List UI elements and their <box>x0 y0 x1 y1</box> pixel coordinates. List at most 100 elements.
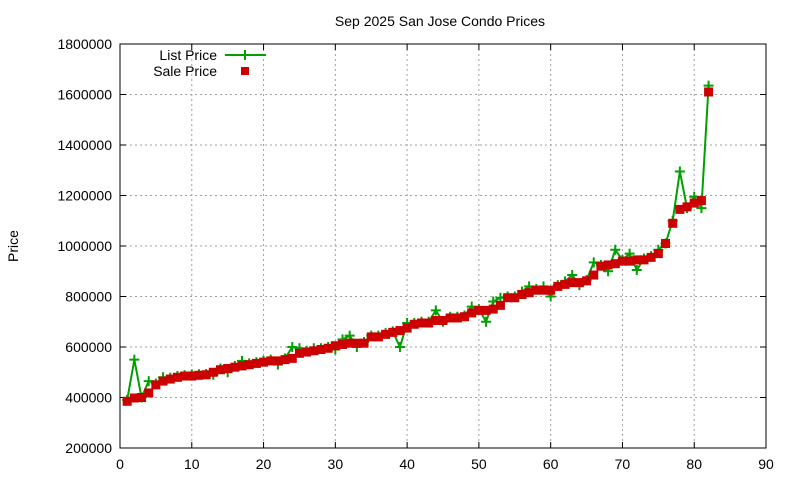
sale-price-point <box>582 276 592 286</box>
sale-price-point <box>165 374 175 384</box>
sale-price-point <box>424 318 434 328</box>
x-tick-label: 0 <box>116 456 124 472</box>
sale-price-point <box>345 338 355 348</box>
sale-price-point <box>402 323 412 333</box>
sale-price-point <box>122 396 132 406</box>
x-tick-label: 80 <box>686 456 702 472</box>
sale-price-point <box>431 315 441 325</box>
y-tick-label: 1200000 <box>57 188 112 204</box>
sale-price-point <box>653 249 663 259</box>
sale-price-point <box>517 289 527 299</box>
sale-price-point <box>632 255 642 265</box>
sale-price-point <box>201 370 211 380</box>
x-tick-label: 50 <box>471 456 487 472</box>
sale-price-point <box>187 371 197 381</box>
sale-price-point <box>460 312 470 322</box>
sale-price-point <box>309 346 319 356</box>
sale-price-point <box>603 260 613 270</box>
sale-price-point <box>208 367 218 377</box>
sale-price-point <box>546 285 556 295</box>
y-tick-label: 1000000 <box>57 238 112 254</box>
list-price-point <box>287 342 298 352</box>
y-tick-label: 400000 <box>65 390 112 406</box>
sale-price-point <box>596 261 606 271</box>
sale-price-point <box>467 308 477 318</box>
sale-price-point <box>273 356 283 366</box>
sale-price-point <box>129 393 139 403</box>
sale-price-point <box>617 256 627 266</box>
y-tick-label: 1600000 <box>57 87 112 103</box>
sale-price-point <box>388 327 398 337</box>
sale-price-point <box>395 326 405 336</box>
sale-price-point <box>244 360 254 370</box>
sale-price-point <box>610 259 620 269</box>
sale-price-point <box>675 204 685 214</box>
legend-sale-marker <box>241 67 249 75</box>
sale-price-point <box>538 285 548 295</box>
list-price-point <box>394 342 405 352</box>
sale-price-point <box>668 218 678 228</box>
sale-price-point <box>625 256 635 266</box>
grid <box>120 44 766 448</box>
sale-price-point <box>661 238 671 248</box>
sale-price-point <box>144 388 154 398</box>
x-tick-label: 90 <box>758 456 774 472</box>
sale-price-point <box>359 338 369 348</box>
list-price-point <box>129 354 140 365</box>
y-tick-label: 200000 <box>65 440 112 456</box>
sale-price-point <box>287 353 297 363</box>
sale-price-point <box>689 198 699 208</box>
sale-price-point <box>151 380 161 390</box>
sale-price-point <box>574 278 584 288</box>
sale-price-point <box>646 252 656 262</box>
sale-price-point <box>553 281 563 291</box>
sale-price-point <box>338 339 348 349</box>
legend-sale-label: Sale Price <box>153 63 217 79</box>
sale-price-point <box>194 370 204 380</box>
sale-price-point <box>445 313 455 323</box>
legend-list-label: List Price <box>159 47 217 63</box>
sale-price-point <box>180 371 190 381</box>
sale-price-point <box>560 279 570 289</box>
sale-price-point <box>302 347 312 357</box>
list-price-point <box>430 305 441 316</box>
sale-price-point <box>294 348 304 358</box>
sale-price-point <box>589 270 599 280</box>
sale-price-point <box>682 202 692 212</box>
sale-price-point <box>567 278 577 288</box>
y-tick-label: 800000 <box>65 289 112 305</box>
sale-price-point <box>495 300 505 310</box>
axis-ticks: 0 10 20 30 40 50 60 70 80 90 200000 400000 600000 800… <box>57 36 774 472</box>
sale-price-point <box>381 329 391 339</box>
sale-price-point <box>237 361 247 371</box>
y-tick-label: 1400000 <box>57 137 112 153</box>
sale-price-point <box>366 332 376 342</box>
x-tick-label: 20 <box>256 456 272 472</box>
y-tick-label: 600000 <box>65 339 112 355</box>
sale-price-point <box>158 376 168 386</box>
y-axis-label: Price <box>5 230 21 262</box>
x-tick-label: 40 <box>399 456 415 472</box>
sale-price-point <box>481 305 491 315</box>
list-price-point <box>674 166 685 177</box>
sale-price-point <box>259 357 269 367</box>
sale-price-point <box>352 338 362 348</box>
sale-price-point <box>704 87 714 97</box>
sale-price-point <box>474 305 484 315</box>
sale-price-point <box>330 341 340 351</box>
sale-price-point <box>524 288 534 298</box>
sale-price-point <box>251 358 261 368</box>
y-tick-label: 1800000 <box>57 36 112 52</box>
sale-price-point <box>510 293 520 303</box>
sale-price-point <box>137 393 147 402</box>
sale-price-point <box>215 365 225 375</box>
x-tick-label: 10 <box>184 456 200 472</box>
sale-price-point <box>373 332 383 342</box>
sale-price-point <box>223 363 233 373</box>
sale-price-point <box>316 345 326 355</box>
x-tick-label: 70 <box>615 456 631 472</box>
series-layer <box>122 80 714 406</box>
sale-price-point <box>452 313 462 323</box>
sale-price-point <box>531 285 541 295</box>
